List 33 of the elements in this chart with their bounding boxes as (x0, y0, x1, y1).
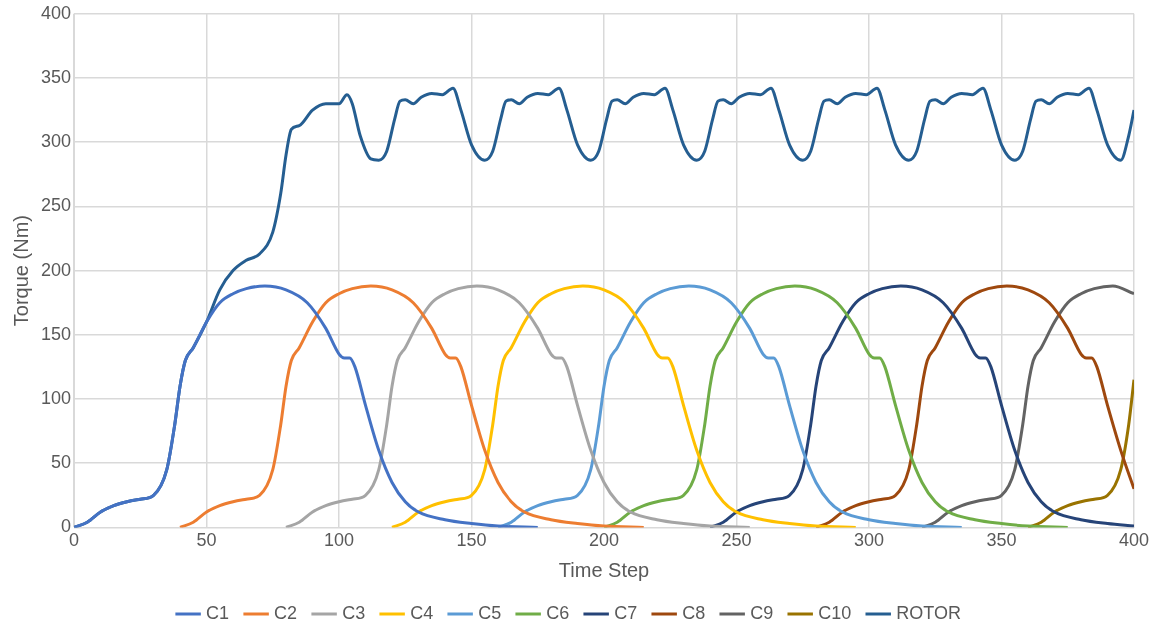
x-tick-label: 150 (456, 530, 487, 551)
legend-label: C1 (206, 602, 230, 623)
y-tick-label: 200 (40, 259, 72, 280)
x-axis-title: Time Step (558, 558, 650, 581)
line-series (284, 284, 752, 528)
y-tick-label: 300 (40, 131, 72, 152)
legend-label: C6 (546, 602, 570, 623)
x-tick-label: 400 (1118, 530, 1150, 551)
y-tick-label: 100 (40, 387, 72, 408)
legend-label: ROTOR (896, 602, 961, 623)
legend-label: C2 (274, 602, 298, 623)
x-tick-label: 250 (721, 530, 752, 551)
x-tick-label: 100 (324, 530, 355, 551)
y-tick-label: 350 (40, 66, 72, 87)
legend-label: C4 (410, 602, 434, 623)
y-axis-title: Torque (Nm) (9, 215, 32, 327)
y-tick-label: 150 (40, 323, 72, 344)
legend-label: C5 (478, 602, 502, 623)
legend-label: C10 (818, 602, 852, 623)
legend-label: C8 (682, 602, 706, 623)
y-tick-label: 400 (40, 2, 72, 23)
legend-label: C7 (614, 602, 638, 623)
legend-label: C3 (342, 602, 366, 623)
x-tick-label: 200 (588, 530, 620, 551)
legend-label: C9 (750, 602, 774, 623)
line-series (178, 284, 646, 528)
x-tick-label: 300 (853, 530, 885, 551)
x-tick-label: 350 (986, 530, 1017, 551)
line-series (390, 284, 858, 528)
line-series (74, 284, 540, 528)
x-tick-label: 50 (196, 530, 217, 551)
y-tick-label: 250 (40, 195, 72, 216)
y-tick-label: 50 (51, 452, 72, 473)
